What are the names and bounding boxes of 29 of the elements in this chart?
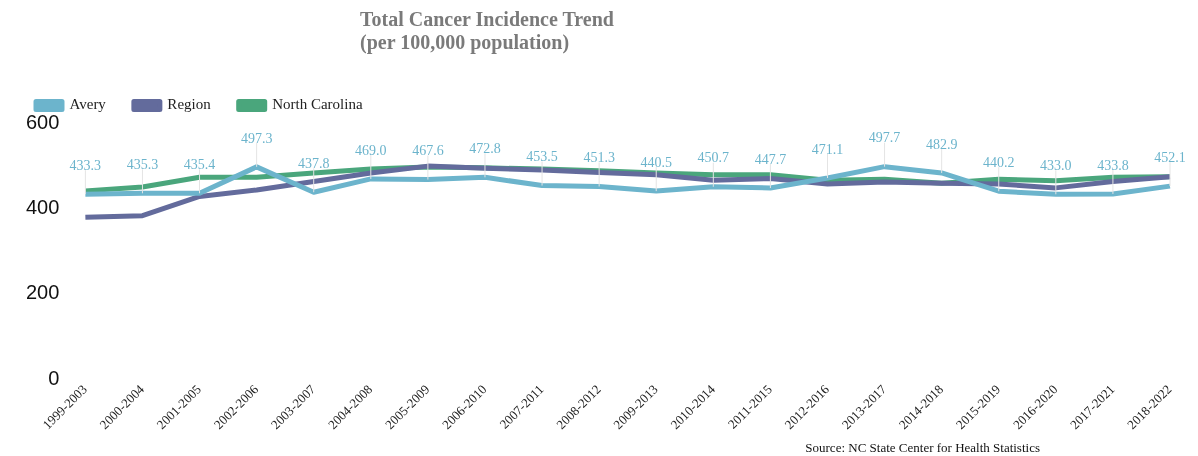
data-label: 452.1 xyxy=(1154,149,1186,165)
y-tick-label: 0 xyxy=(48,366,60,389)
data-label: 433.8 xyxy=(1097,157,1129,173)
y-tick-label: 200 xyxy=(25,281,60,304)
data-label: 451.3 xyxy=(583,150,615,166)
source-note: Source: NC State Center for Health Statistics xyxy=(805,440,1040,456)
data-label: 433.3 xyxy=(69,157,102,173)
data-label: 471.1 xyxy=(811,141,844,157)
chart-title: Total Cancer Incidence Trend (per 100,000 population) xyxy=(360,8,614,54)
y-tick-label: 600 xyxy=(25,110,60,133)
data-label: 453.5 xyxy=(526,149,558,165)
legend-label: Avery xyxy=(69,96,107,113)
data-label: 467.6 xyxy=(412,143,444,159)
data-label: 469.0 xyxy=(355,142,387,158)
legend-label: Region xyxy=(167,96,212,113)
data-label: 440.5 xyxy=(640,154,672,170)
data-label: 482.9 xyxy=(925,136,958,152)
data-label: 450.7 xyxy=(697,150,730,166)
data-label: 437.8 xyxy=(297,155,330,171)
data-label: 435.4 xyxy=(183,156,216,172)
y-tick-label: 400 xyxy=(25,195,60,218)
data-label: 435.3 xyxy=(126,156,159,172)
legend-label: North Carolina xyxy=(272,96,363,113)
data-label: 440.2 xyxy=(982,154,1015,170)
data-label: 472.8 xyxy=(469,140,501,156)
data-label: 447.7 xyxy=(754,151,787,167)
data-label: 433.0 xyxy=(1040,157,1072,173)
data-label: 497.3 xyxy=(240,130,273,146)
data-label: 497.7 xyxy=(868,130,901,146)
